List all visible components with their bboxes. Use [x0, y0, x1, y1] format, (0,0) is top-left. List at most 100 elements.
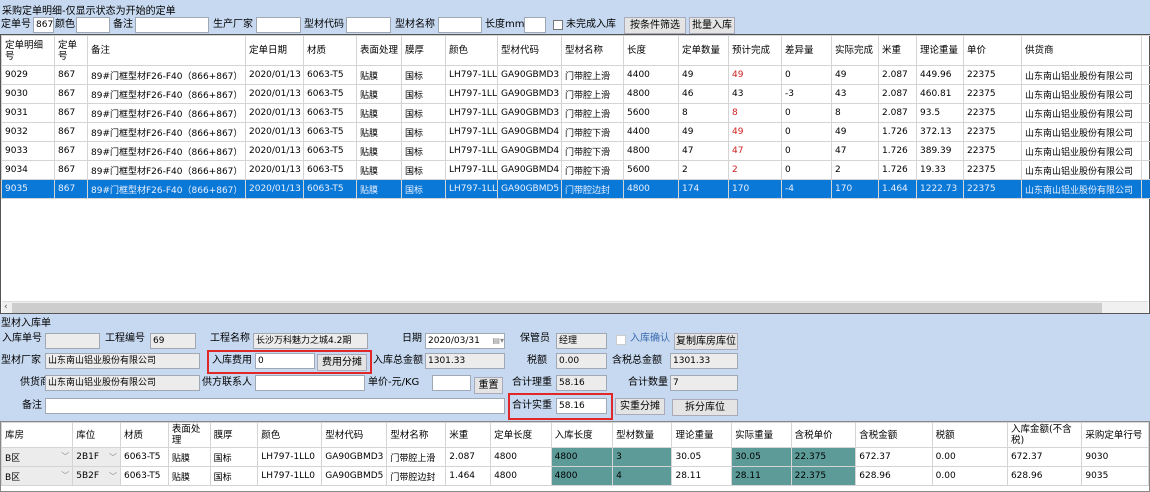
- table-cell[interactable]: 28.11: [731, 466, 792, 486]
- column-header[interactable]: 颜色: [445, 35, 498, 66]
- column-header[interactable]: [1141, 35, 1150, 66]
- remark-input[interactable]: [135, 17, 209, 33]
- column-header[interactable]: 表面处理: [167, 422, 211, 448]
- table-cell[interactable]: 4800: [550, 466, 614, 486]
- column-header[interactable]: 预计完成: [728, 35, 782, 66]
- length-input[interactable]: [524, 17, 546, 33]
- maker-input[interactable]: 山东南山铝业股份有限公司: [45, 353, 200, 369]
- total-input[interactable]: 1301.33: [425, 353, 505, 369]
- column-header[interactable]: 膜厚: [401, 35, 446, 66]
- column-header[interactable]: 定单数量: [678, 35, 729, 66]
- column-header[interactable]: 型材名称: [386, 422, 447, 448]
- horizontal-scrollbar[interactable]: ‹: [2, 301, 1148, 313]
- project-name-input[interactable]: 长沙万科魅力之城4.2期: [253, 333, 368, 349]
- column-header[interactable]: 含税单价: [790, 422, 857, 448]
- column-header[interactable]: 实际重量: [731, 422, 792, 448]
- column-header[interactable]: 实际完成: [831, 35, 879, 66]
- table-row[interactable]: 9034 867 89#门框型材F26-F40（866+867） 2020/01/13…: [1, 160, 1150, 180]
- column-header[interactable]: 库房: [0, 422, 74, 448]
- column-header[interactable]: 颜色: [257, 422, 323, 448]
- column-header[interactable]: 定单号: [54, 35, 88, 66]
- remark-input[interactable]: [45, 398, 505, 414]
- location-dropdown[interactable]: B区 ﹀: [0, 447, 74, 467]
- table-row[interactable]: 9031 867 89#门框型材F26-F40（866+867） 2020/01/13…: [1, 103, 1150, 123]
- column-header[interactable]: 定单明细号: [1, 35, 55, 66]
- column-header[interactable]: 型材名称: [561, 35, 624, 66]
- total-tax-input[interactable]: 1301.33: [670, 353, 738, 369]
- column-header[interactable]: 理论重量: [916, 35, 964, 66]
- column-header[interactable]: 型材代码: [497, 35, 562, 66]
- unit-price-input[interactable]: [432, 375, 471, 391]
- column-header[interactable]: 型材代码: [321, 422, 388, 448]
- chevron-down-icon[interactable]: ﹀: [61, 451, 70, 461]
- order-no-input[interactable]: 867: [33, 17, 54, 33]
- contact-input[interactable]: [255, 375, 365, 391]
- split-location-button[interactable]: 拆分库位: [672, 399, 738, 416]
- column-header[interactable]: 表面处理: [356, 35, 402, 66]
- chevron-down-icon[interactable]: ﹀: [61, 470, 70, 480]
- unfinished-checkbox[interactable]: [553, 20, 563, 30]
- column-header[interactable]: 理论重量: [671, 422, 733, 448]
- column-header[interactable]: 长度: [623, 35, 679, 66]
- table-cell[interactable]: 30.05: [731, 447, 792, 467]
- table-cell[interactable]: 22.375: [790, 447, 857, 467]
- calendar-dropdown-icon[interactable]: ▤▾: [492, 336, 504, 345]
- column-header[interactable]: 备注: [87, 35, 246, 66]
- column-header[interactable]: 库位: [72, 422, 121, 448]
- table-cell[interactable]: 4800: [550, 447, 614, 467]
- location-dropdown[interactable]: 2B1F ﹀: [72, 447, 121, 467]
- maker-input[interactable]: [256, 17, 301, 33]
- column-header[interactable]: 入库长度: [550, 422, 614, 448]
- table-row[interactable]: B区 ﹀ 5B2F ﹀ 6063-T5 贴膜 国标 LH797-1LL0 GA90GBMD5 门带…: [0, 466, 1149, 486]
- code-input[interactable]: [346, 17, 391, 33]
- column-header[interactable]: 定单日期: [245, 35, 304, 66]
- column-header[interactable]: 含税金额: [855, 422, 933, 448]
- batch-receive-button[interactable]: 批量入库: [689, 17, 735, 34]
- table-cell[interactable]: 3: [612, 447, 673, 467]
- column-header[interactable]: 供货商: [1021, 35, 1142, 66]
- column-header[interactable]: 膜厚: [209, 422, 259, 448]
- location-dropdown[interactable]: 5B2F ﹀: [72, 466, 121, 486]
- table-row[interactable]: 9035 867 89#门框型材F26-F40（866+867） 2020/01/13…: [1, 179, 1150, 199]
- theory-weight-input[interactable]: 58.16: [556, 375, 607, 391]
- color-input[interactable]: [76, 17, 110, 33]
- location-dropdown[interactable]: B区 ﹀: [0, 466, 74, 486]
- column-header[interactable]: 入库金额(不含税): [1006, 422, 1083, 448]
- fee-input[interactable]: 0: [255, 353, 315, 369]
- column-header[interactable]: 税额: [931, 422, 1008, 448]
- table-cell[interactable]: 22.375: [790, 466, 857, 486]
- table-row[interactable]: 9033 867 89#门框型材F26-F40（866+867） 2020/01/13…: [1, 141, 1150, 161]
- table-row[interactable]: B区 ﹀ 2B1F ﹀ 6063-T5 贴膜 国标 LH797-1LL0 GA90GBMD3 门带…: [0, 447, 1149, 467]
- qty-input[interactable]: 7: [670, 375, 738, 391]
- column-header[interactable]: 采购定单行号: [1081, 422, 1149, 448]
- scrollbar-thumb[interactable]: [12, 303, 1102, 313]
- column-header[interactable]: 材质: [303, 35, 357, 66]
- tax-input[interactable]: 0.00: [556, 353, 607, 369]
- receipt-no-input[interactable]: [45, 333, 100, 349]
- confirm-checkbox[interactable]: [616, 335, 626, 345]
- column-header[interactable]: 单价: [963, 35, 1022, 66]
- filter-button[interactable]: 按条件筛选: [624, 17, 686, 34]
- column-header[interactable]: 型材数量: [612, 422, 673, 448]
- chevron-down-icon[interactable]: ﹀: [108, 471, 117, 481]
- keeper-input[interactable]: 经理: [556, 333, 607, 349]
- column-header[interactable]: 定单长度: [490, 422, 552, 448]
- copy-location-button[interactable]: 复制库房库位: [674, 333, 738, 350]
- name-input[interactable]: [438, 17, 482, 33]
- project-no-input[interactable]: 69: [150, 333, 196, 349]
- actual-allocate-button[interactable]: 实重分摊: [615, 398, 665, 415]
- chevron-down-icon[interactable]: ﹀: [108, 452, 117, 462]
- date-picker[interactable]: 2020/03/31 ▤▾: [425, 333, 505, 349]
- column-header[interactable]: 米重: [445, 422, 492, 448]
- column-header[interactable]: 材质: [119, 422, 169, 448]
- actual-weight-input[interactable]: 58.16: [556, 398, 607, 414]
- table-cell[interactable]: 4: [612, 466, 673, 486]
- table-row[interactable]: 9030 867 89#门框型材F26-F40（866+867） 2020/01/13…: [1, 84, 1150, 104]
- scroll-left-icon[interactable]: ‹: [4, 302, 8, 312]
- supplier-input[interactable]: 山东南山铝业股份有限公司: [45, 375, 200, 391]
- fee-allocate-button[interactable]: 费用分摊: [317, 354, 367, 371]
- column-header[interactable]: 米重: [878, 35, 917, 66]
- reset-button[interactable]: 重置: [474, 377, 503, 394]
- table-row[interactable]: 9032 867 89#门框型材F26-F40（866+867） 2020/01/13…: [1, 122, 1150, 142]
- table-row[interactable]: 9029 867 89#门框型材F26-F40（866+867） 2020/01/13…: [1, 65, 1150, 85]
